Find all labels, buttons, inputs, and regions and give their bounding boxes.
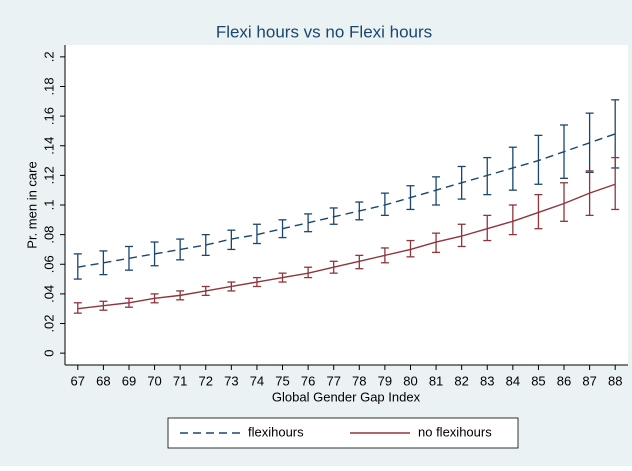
- legend-label: flexihours: [248, 424, 304, 439]
- x-tick-label: 75: [275, 373, 289, 388]
- y-tick-label: .04: [41, 285, 56, 303]
- y-tick-label: .08: [41, 226, 56, 244]
- x-tick-label: 71: [173, 373, 187, 388]
- x-tick-label: 84: [506, 373, 520, 388]
- y-tick-label: .18: [41, 77, 56, 95]
- chart-title: Flexi hours vs no Flexi hours: [216, 22, 432, 41]
- x-tick-label: 80: [403, 373, 417, 388]
- y-tick-label: .16: [41, 107, 56, 125]
- x-tick-label: 88: [608, 373, 622, 388]
- x-tick-label: 81: [429, 373, 443, 388]
- x-tick-label: 70: [147, 373, 161, 388]
- x-tick-label: 76: [301, 373, 315, 388]
- y-tick-label: .1: [41, 200, 56, 211]
- y-tick-label: .12: [41, 166, 56, 184]
- y-axis-label: Pr. men in care: [24, 161, 39, 248]
- x-axis-label: Global Gender Gap Index: [272, 389, 421, 404]
- x-tick-label: 67: [71, 373, 85, 388]
- plot-area: [65, 45, 628, 365]
- x-tick-label: 77: [326, 373, 340, 388]
- x-tick-label: 69: [122, 373, 136, 388]
- series-line: [77, 183, 616, 310]
- x-tick-label: 73: [224, 373, 238, 388]
- x-tick-label: 68: [96, 373, 110, 388]
- y-tick-label: 0: [41, 350, 56, 357]
- y-tick-label: .2: [41, 51, 56, 62]
- y-tick-label: .02: [41, 314, 56, 332]
- x-tick-label: 74: [250, 373, 264, 388]
- x-tick-label: 82: [454, 373, 468, 388]
- legend-label: no flexihours: [418, 424, 492, 439]
- x-tick-label: 86: [557, 373, 571, 388]
- x-tick-label: 79: [378, 373, 392, 388]
- x-tick-label: 87: [582, 373, 596, 388]
- y-tick-label: .14: [41, 137, 56, 155]
- x-tick-label: 83: [480, 373, 494, 388]
- series-line: [77, 133, 616, 268]
- x-tick-label: 85: [531, 373, 545, 388]
- y-tick-label: .06: [41, 255, 56, 273]
- x-tick-label: 72: [199, 373, 213, 388]
- x-tick-label: 78: [352, 373, 366, 388]
